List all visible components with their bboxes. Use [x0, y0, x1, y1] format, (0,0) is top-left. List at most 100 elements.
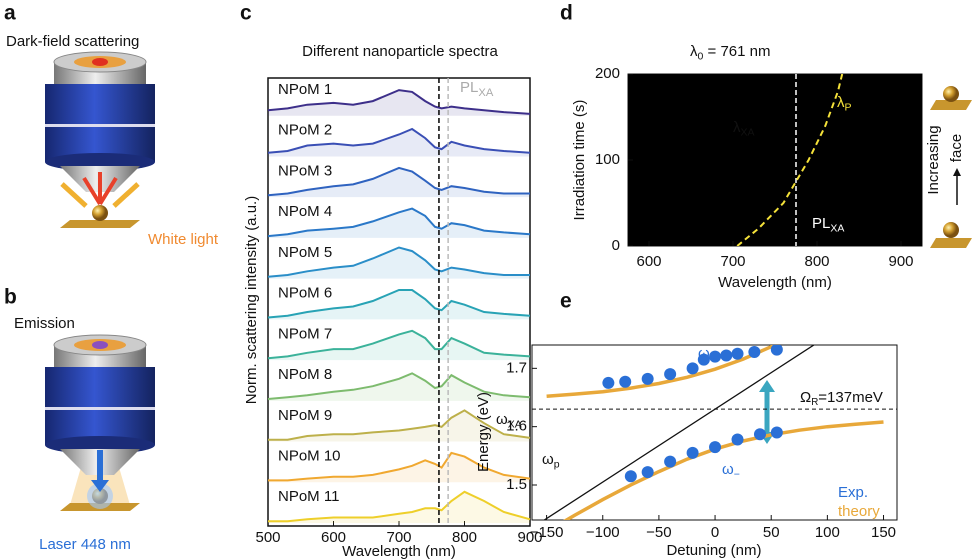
- series-label: NPoM 7: [278, 325, 332, 342]
- heat-cell: [670, 74, 692, 118]
- heat-cell: [901, 203, 922, 246]
- trace: [267, 372, 531, 400]
- side-label: face: [948, 134, 965, 162]
- text-part: ω: [496, 411, 508, 428]
- trace: [267, 166, 530, 197]
- trace: [267, 329, 531, 360]
- heat-cell: [775, 203, 797, 246]
- annotation: λ0 = 761 nm: [690, 43, 770, 62]
- heat-cell: [859, 160, 881, 204]
- heat-cell: [859, 117, 881, 161]
- annotation: Laser 448 nm: [39, 536, 131, 553]
- trajectory: [736, 74, 844, 246]
- spot: [92, 58, 108, 66]
- heat-cell: [838, 160, 860, 204]
- subscript: P: [845, 101, 852, 113]
- series-label: NPoM 5: [278, 244, 332, 261]
- text-part: Ω: [800, 389, 811, 406]
- x-tick-label: 500: [255, 529, 280, 546]
- text-part: PL: [812, 215, 830, 232]
- panel-title: Emission: [14, 315, 75, 332]
- plot-frame: [531, 344, 898, 521]
- heat-cell: [838, 203, 860, 246]
- heat-cell: [775, 160, 797, 204]
- x-axis-label: Detuning (nm): [666, 542, 761, 559]
- side-label: Increasing: [925, 125, 942, 194]
- heat-cell: [880, 160, 902, 204]
- text-part: λ: [837, 94, 845, 111]
- heat-cell: [691, 160, 713, 204]
- trace-fill: [268, 491, 530, 523]
- exp-point: [641, 466, 654, 479]
- heat-cell: [880, 203, 902, 246]
- heat-cell: [817, 203, 839, 246]
- heat-cell: [712, 74, 734, 118]
- heat-cell: [796, 117, 818, 161]
- heat-cell: [712, 160, 734, 204]
- x-tick-label: 800: [452, 529, 477, 546]
- annotation: ωXA: [496, 411, 522, 430]
- exp-point: [720, 349, 733, 362]
- text-part: ω: [698, 345, 710, 362]
- x-tick-label: 700: [720, 253, 745, 270]
- trace-fill: [268, 452, 530, 483]
- y-axis-label: Energy (eV): [475, 392, 492, 472]
- x-tick-label: 800: [804, 253, 829, 270]
- exp-point: [619, 375, 632, 388]
- heat-cell: [817, 117, 839, 161]
- y-axis-label: Irradiation time (s): [571, 100, 588, 221]
- panel-letter: a: [4, 2, 16, 25]
- y-tick-label: 100: [595, 151, 620, 168]
- y-axis-label: Norm. scattering intensity (a.u.): [243, 196, 260, 404]
- subscript: XA: [478, 87, 493, 99]
- exp-point: [664, 368, 677, 381]
- exp-point: [697, 353, 710, 366]
- heat-cell: [838, 117, 860, 161]
- x-tick-label: 900: [888, 253, 913, 270]
- exp-point: [664, 455, 677, 468]
- exp-point: [641, 372, 654, 385]
- chart-title: Different nanoparticle spectra: [302, 43, 498, 60]
- x-axis-label: Wavelength (nm): [718, 274, 832, 291]
- text-part: =137meV: [818, 389, 883, 406]
- heat-cell: [628, 74, 650, 118]
- subscript: XA: [508, 418, 522, 430]
- series-label: NPoM 3: [278, 162, 332, 179]
- light-arrows: [60, 182, 140, 208]
- exp-point: [709, 441, 722, 454]
- heat-cell: [901, 117, 922, 161]
- x-tick-label: −50: [646, 524, 671, 541]
- text-part: ω: [542, 451, 554, 468]
- heat-cell: [901, 74, 922, 118]
- y-tick-label: 1.6: [506, 418, 527, 435]
- series-label: NPoM 11: [278, 488, 339, 505]
- x-tick-label: 900: [517, 529, 542, 546]
- heat-cell: [796, 160, 818, 204]
- trace-fill: [268, 208, 530, 238]
- x-tick-label: 150: [871, 524, 896, 541]
- text-part: PL: [460, 79, 478, 96]
- trace-fill: [268, 129, 530, 157]
- exp-point: [686, 446, 699, 459]
- trace-fill: [268, 410, 530, 442]
- x-tick-label: 50: [763, 524, 780, 541]
- annotation: λP: [837, 94, 852, 113]
- heat-cell: [649, 160, 671, 204]
- trace: [267, 289, 531, 319]
- heat-cell: [733, 74, 755, 118]
- heat-cell: [670, 203, 692, 246]
- legend-label: theory: [838, 503, 880, 520]
- theory-curve: [546, 345, 779, 399]
- heat-cell: [754, 117, 776, 161]
- exp-point: [753, 428, 766, 441]
- y-tick-label: 0: [612, 237, 620, 254]
- text-part: λ: [690, 43, 698, 60]
- exp-point: [731, 433, 744, 446]
- text-part: λ: [733, 119, 741, 136]
- x-tick-label: 700: [386, 529, 411, 546]
- heat-cell: [670, 160, 692, 204]
- exp-point: [731, 347, 744, 360]
- exp-point: [602, 376, 615, 389]
- arrowhead: [953, 168, 961, 176]
